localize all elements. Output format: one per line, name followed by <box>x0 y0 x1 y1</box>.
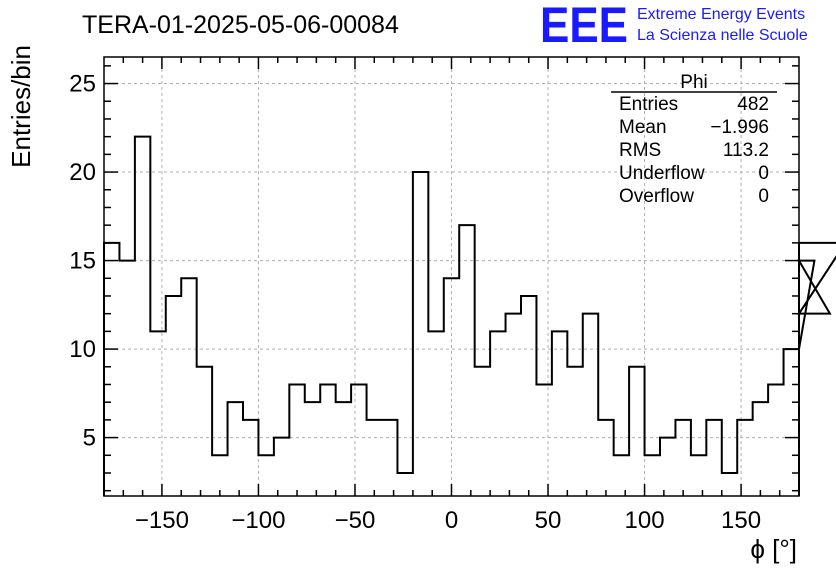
stats-label: Mean <box>619 117 667 138</box>
y-axis-title: Entries/bin <box>6 45 36 168</box>
stats-value: 0 <box>758 186 769 207</box>
stats-rows: Entries 482 Mean −1.996 RMS 113.2 Underflow 0 Ov… <box>619 94 769 207</box>
y-tick-label: 25 <box>69 71 96 98</box>
x-tick-label: −50 <box>335 507 376 534</box>
x-tick-label: 150 <box>721 507 761 534</box>
histogram-layer <box>103 135 836 496</box>
histogram-outline <box>103 135 836 496</box>
y-tick-label: 15 <box>69 248 96 275</box>
grid-layer <box>104 57 799 496</box>
logo-line-2: La Scienza nelle Scuole <box>637 27 808 44</box>
axis-layer: −150 −100 −50 0 50 100 150 5 10 15 20 25 <box>69 57 799 534</box>
logo-line-1: Extreme Energy Events <box>637 6 805 23</box>
stats-box-title: Phi <box>680 72 707 93</box>
x-tick-label: −100 <box>231 507 285 534</box>
stats-value: 0 <box>758 163 769 184</box>
x-tick-label: 100 <box>625 507 665 534</box>
stats-value: 113.2 <box>723 140 769 161</box>
stats-label: RMS <box>619 140 661 161</box>
eee-logo-mark: EEE <box>540 0 628 53</box>
x-tick-label: 0 <box>445 507 458 534</box>
stats-value: 482 <box>737 94 769 115</box>
stats-box: Phi Entries 482 Mean −1.996 RMS 113.2 Underflo… <box>611 72 777 207</box>
x-tick-label: 50 <box>535 507 562 534</box>
stats-value: −1.996 <box>710 117 769 138</box>
chart-title: TERA-01-2025-05-06-00084 <box>82 11 399 39</box>
stats-label: Overflow <box>619 186 694 207</box>
y-tick-label: 5 <box>83 425 96 452</box>
y-tick-label: 20 <box>69 159 96 186</box>
y-tick-label: 10 <box>69 336 96 363</box>
x-axis-title: ϕ [°] <box>750 534 797 564</box>
stats-label: Underflow <box>619 163 705 184</box>
stats-label: Entries <box>619 94 678 115</box>
x-tick-label: −150 <box>135 507 189 534</box>
